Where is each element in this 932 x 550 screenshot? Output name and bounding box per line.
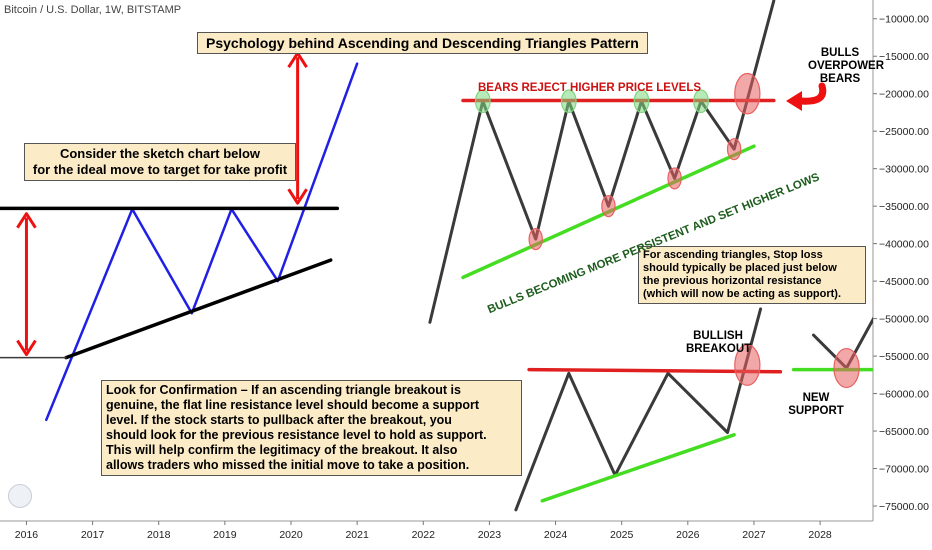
- x-tick-label: 2020: [279, 529, 303, 541]
- x-tick-label: 2025: [610, 529, 634, 541]
- marker-low-4: [726, 138, 742, 161]
- marker-upper-breakout: [734, 72, 761, 115]
- x-tick-label: 2026: [676, 529, 700, 541]
- confirmation-note: Look for Confirmation – If an ascending …: [101, 380, 522, 476]
- x-tick-label: 2018: [147, 529, 171, 541]
- series-line-lower-support: [540, 433, 736, 503]
- y-tick-label: −30000.00: [879, 164, 929, 176]
- y-tick-label: −70000.00: [879, 464, 929, 476]
- bullish-breakout-label: BULLISH BREAKOUT: [686, 330, 752, 355]
- x-tick-label: 2019: [213, 529, 237, 541]
- x-tick-label: 2021: [345, 529, 369, 541]
- marker-low-3: [667, 167, 682, 190]
- take-profit-note: Consider the sketch chart below for the …: [24, 143, 296, 181]
- take-profit-text: Consider the sketch chart below for the …: [32, 146, 288, 177]
- x-tick-label: 2017: [81, 529, 105, 541]
- marker-retest-touch: [833, 347, 860, 389]
- y-tick-label: −55000.00: [879, 351, 929, 363]
- x-tick-label: 2022: [412, 529, 436, 541]
- marker-peak-4: [693, 89, 709, 114]
- page-title: Psychology behind Ascending and Descendi…: [197, 32, 648, 54]
- marker-peak-2: [560, 89, 577, 114]
- arrow-head-bottom-target-projection: [287, 188, 308, 205]
- overpower-pointer-arrow-head: [786, 91, 802, 111]
- y-tick-label: −50000.00: [879, 314, 929, 326]
- marker-lower-breakout: [734, 344, 761, 386]
- y-tick-label: −10000.00: [879, 14, 929, 26]
- y-tick-label: −45000.00: [879, 276, 929, 288]
- symbol-header: Bitcoin / U.S. Dollar, 1W, BITSTAMP: [4, 4, 182, 16]
- x-tick-label: 2028: [808, 529, 832, 541]
- overpower-pointer-arrow-shaft: [796, 82, 827, 105]
- bulls-overpower-label: BULLS OVERPOWER BEARS: [808, 47, 885, 85]
- series-line-upper-price: [428, 0, 776, 324]
- arrow-head-bottom-move-height: [16, 339, 37, 357]
- arrow-head-top-move-height: [16, 212, 37, 229]
- tradingview-logo-icon[interactable]: [8, 484, 32, 508]
- x-tick-label: 2016: [15, 529, 39, 541]
- marker-low-2: [601, 195, 616, 218]
- series-line-sketch-price: [45, 62, 359, 422]
- marker-peak-1: [474, 89, 491, 114]
- y-tick-label: −40000.00: [879, 239, 929, 251]
- series-line-sketch-support: [64, 258, 333, 360]
- y-tick-label: −15000.00: [879, 51, 929, 63]
- x-tick-label: 2027: [742, 529, 766, 541]
- marker-peak-3: [633, 89, 650, 114]
- y-tick-label: −35000.00: [879, 201, 929, 213]
- y-tick-label: −65000.00: [879, 426, 929, 438]
- x-tick-label: 2023: [478, 529, 502, 541]
- new-support-label: NEW SUPPORT: [788, 392, 844, 417]
- x-tick-label: 2024: [544, 529, 568, 541]
- y-tick-label: −20000.00: [879, 89, 929, 101]
- marker-low-1: [528, 228, 543, 251]
- y-tick-label: −60000.00: [879, 389, 929, 401]
- stop-loss-note: For ascending triangles, Stop loss shoul…: [638, 246, 866, 304]
- y-tick-label: −75000.00: [879, 501, 929, 513]
- bears-reject-label: BEARS REJECT HIGHER PRICE LEVELS: [478, 82, 702, 94]
- y-tick-label: −25000.00: [879, 126, 929, 138]
- series-line-lower-price: [514, 307, 763, 512]
